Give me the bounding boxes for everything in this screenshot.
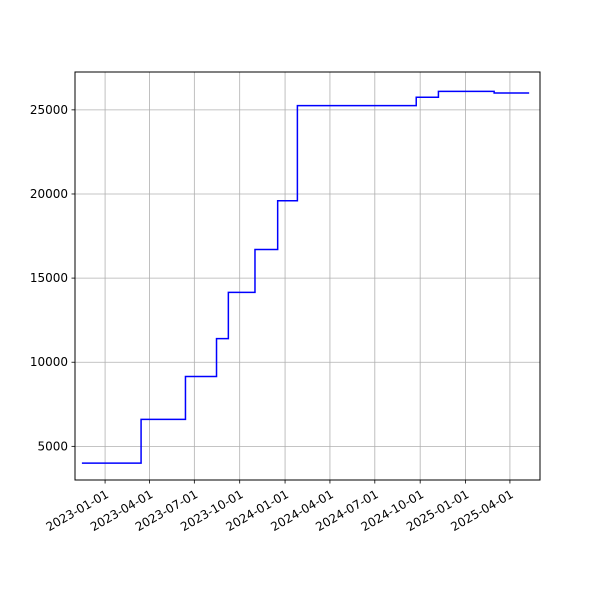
y-axis: 5000 10000 15000 20000 25000 xyxy=(30,103,75,453)
y-tick-label: 20000 xyxy=(30,187,68,201)
y-tick-label: 25000 xyxy=(30,103,68,117)
y-tick-label: 15000 xyxy=(30,271,68,285)
y-tick-label: 10000 xyxy=(30,355,68,369)
series-layer xyxy=(81,90,530,464)
series-line-0 xyxy=(81,90,530,464)
y-tick-label: 5000 xyxy=(37,439,68,453)
grid xyxy=(75,72,540,480)
axes-frame xyxy=(74,71,541,481)
